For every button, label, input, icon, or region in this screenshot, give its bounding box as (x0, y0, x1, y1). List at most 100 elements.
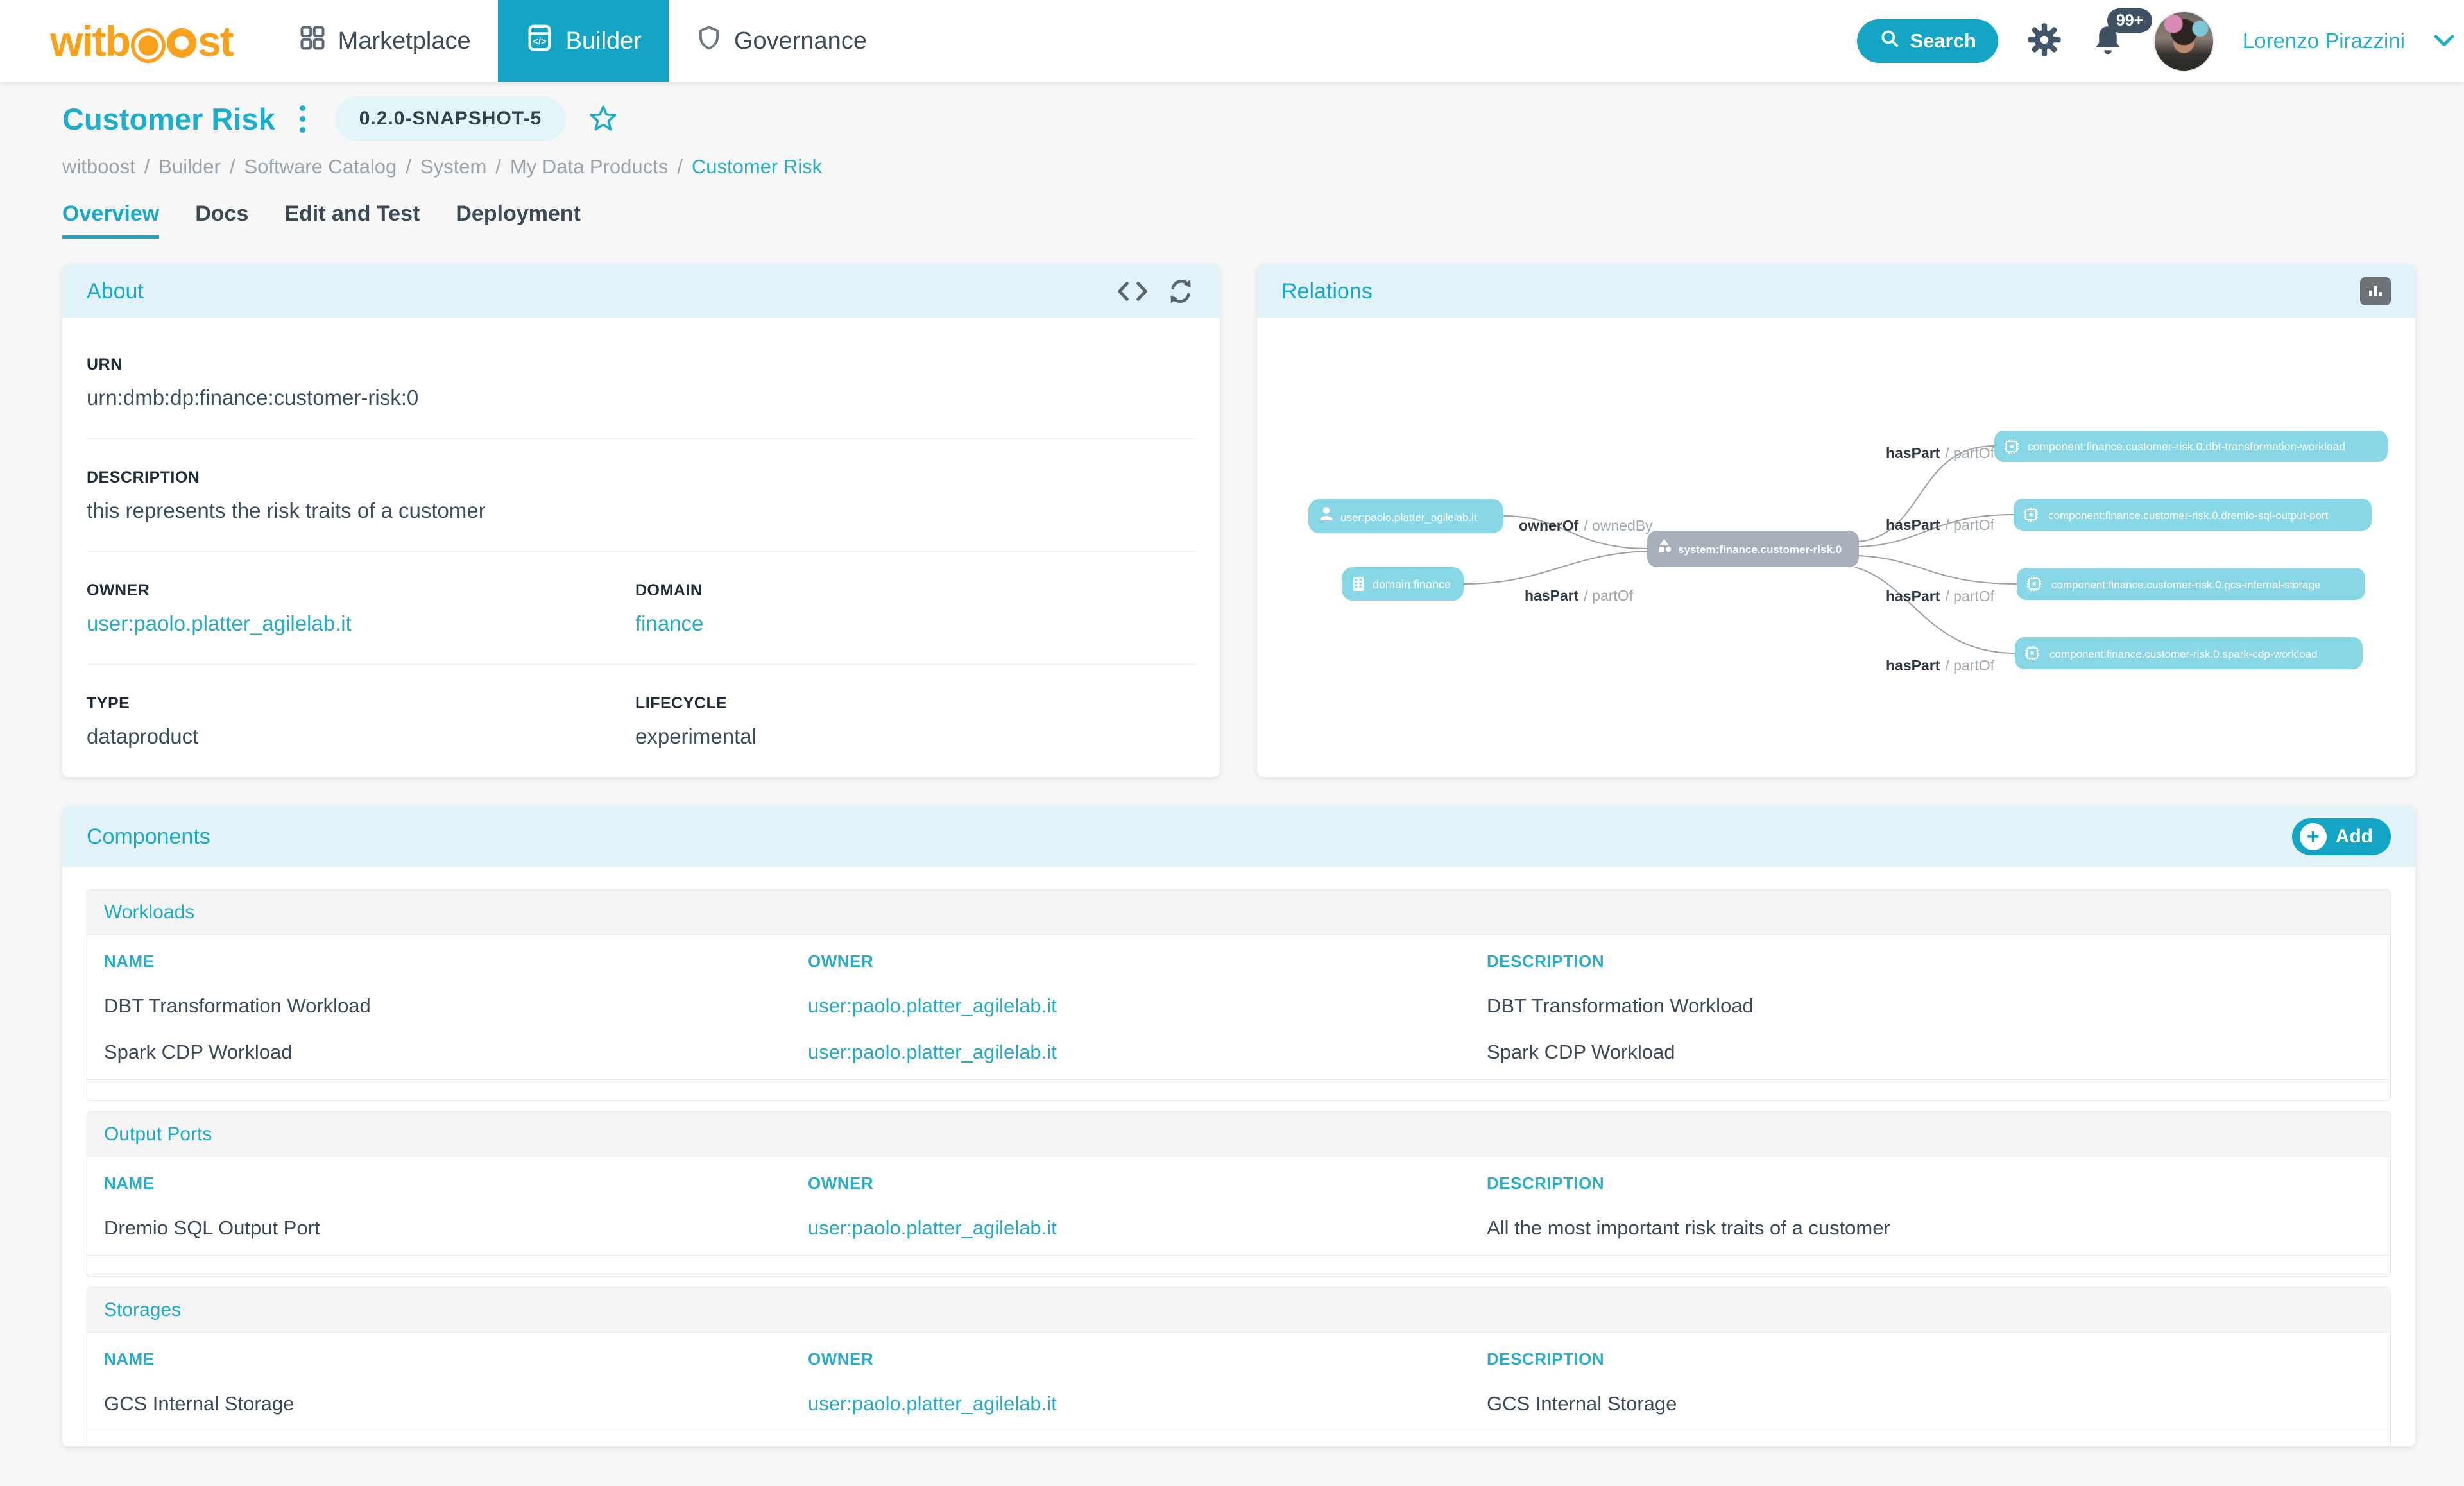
lifecycle-field: LIFECYCLE experimental (635, 694, 1195, 749)
owner-domain-row: OWNER user:paolo.platter_agilelab.it DOM… (87, 552, 1195, 665)
owner-link[interactable]: user:paolo.platter_agilelab.it (87, 611, 352, 635)
table-row[interactable]: DBT Transformation Workload user:paolo.p… (87, 983, 2390, 1029)
edge-label: hasPart / partOf (1525, 587, 1634, 604)
output-ports-group-header: Output Ports (87, 1112, 2390, 1157)
edge-system-gcs (1858, 555, 2017, 585)
description-label: DESCRIPTION (87, 468, 200, 486)
graph-node-gcs-storage[interactable]: component:finance.customer-risk.0.gcs-in… (2017, 568, 2365, 600)
nav-item-label: Builder (565, 27, 642, 55)
tab-deployment[interactable]: Deployment (456, 201, 581, 226)
type-lifecycle-row: TYPE dataproduct LIFECYCLE experimental (87, 665, 1195, 777)
components-header: Components + Add (62, 806, 2415, 867)
bar-chart-icon (2366, 282, 2385, 301)
navbar-right: Search (1857, 8, 2464, 72)
user-icon (1320, 507, 1333, 520)
component-owner-link[interactable]: user:paolo.platter_agilelab.it (808, 1041, 1057, 1063)
output-ports-group: Output Ports NAME OWNER DESCRIPTION Drem… (87, 1111, 2391, 1277)
edge-system-dremio (1858, 514, 2014, 547)
lifecycle-label: LIFECYCLE (635, 694, 728, 712)
search-label: Search (1910, 30, 1976, 52)
component-name: Spark CDP Workload (104, 1041, 293, 1063)
breadcrumb-item[interactable]: My Data Products (509, 155, 669, 178)
svg-text:domain:finance: domain:finance (1373, 578, 1451, 591)
column-header-owner: OWNER (808, 1174, 874, 1193)
graph-node-spark-workload[interactable]: component:finance.customer-risk.0.spark-… (2015, 637, 2363, 669)
nav-item-marketplace[interactable]: Marketplace (271, 0, 498, 82)
user-avatar[interactable] (2153, 10, 2214, 72)
logo-o-icon (166, 28, 196, 58)
graph-options-button[interactable] (2360, 277, 2391, 305)
table-row[interactable]: Dremio SQL Output Port user:paolo.platte… (87, 1205, 2390, 1251)
edge-system-dbt (1858, 445, 1995, 542)
edge-domain-system (1463, 551, 1648, 585)
owner-field: OWNER user:paolo.platter_agilelab.it (87, 581, 635, 636)
breadcrumb-item[interactable]: Builder (158, 155, 221, 178)
nav-item-builder[interactable]: </> Builder (497, 0, 669, 82)
workloads-group: Workloads NAME OWNER DESCRIPTION DBT Tra… (87, 889, 2391, 1101)
column-header-owner: OWNER (808, 952, 874, 971)
nav-item-label: Marketplace (338, 27, 471, 55)
component-owner-link[interactable]: user:paolo.platter_agilelab.it (808, 1392, 1057, 1415)
refresh-icon[interactable] (1166, 277, 1195, 306)
relations-card: Relations (1257, 264, 2415, 777)
add-component-button[interactable]: + Add (2291, 818, 2391, 855)
column-header-name: NAME (104, 952, 155, 971)
witboost-logo[interactable]: witb st (50, 17, 234, 65)
type-value: dataproduct (87, 724, 199, 748)
main-nav: Marketplace </> Builder Governance (271, 0, 894, 82)
component-owner-link[interactable]: user:paolo.platter_agilelab.it (808, 1217, 1057, 1239)
component-owner-link[interactable]: user:paolo.platter_agilelab.it (808, 995, 1057, 1017)
plus-icon: + (2299, 823, 2327, 850)
page-header: Customer Risk 0.2.0-SNAPSHOT-5 witboost … (62, 96, 2411, 239)
relations-graph: ownerOf / ownedBy hasPart / partOf hasPart… (1257, 318, 2415, 777)
relations-card-header: Relations (1257, 264, 2415, 318)
column-header-description: DESCRIPTION (1487, 952, 1605, 971)
components-title: Components (87, 824, 210, 849)
column-header-description: DESCRIPTION (1487, 1174, 1605, 1193)
tab-overview[interactable]: Overview (62, 201, 160, 239)
svg-text:component:finance.customer-ris: component:finance.customer-risk.0.dbt-tr… (2028, 440, 2345, 453)
favorite-star-button[interactable] (588, 103, 619, 134)
breadcrumb-separator: / (229, 155, 235, 178)
breadcrumb-item[interactable]: witboost (62, 155, 135, 178)
edge-system-spark (1854, 567, 2015, 654)
logo-text-prefix: witb (50, 17, 131, 65)
search-button[interactable]: Search (1857, 19, 1998, 63)
edge-user-system (1503, 515, 1648, 549)
description-value: this represents the risk traits of a cus… (87, 499, 486, 522)
more-options-button[interactable] (293, 101, 312, 137)
edge-label: hasPart / partOf (1886, 517, 1995, 533)
table-row[interactable]: GCS Internal Storage user:paolo.platter_… (87, 1381, 2390, 1427)
notifications-button[interactable]: 99+ (2091, 8, 2153, 60)
settings-button[interactable] (2026, 22, 2062, 61)
user-menu-name[interactable]: Lorenzo Pirazzini (2242, 29, 2405, 53)
edge-label: ownerOf / ownedBy (1519, 517, 1653, 534)
graph-node-dremio-output-port[interactable]: component:finance.customer-risk.0.dremio… (2014, 499, 2372, 531)
chevron-down-icon[interactable] (2433, 35, 2455, 47)
graph-node-system[interactable]: system:finance.customer-risk.0 (1647, 531, 1859, 567)
breadcrumb-item[interactable]: System (420, 155, 487, 178)
edge-label: hasPart / partOf (1886, 445, 1995, 461)
page-title: Customer Risk (62, 101, 275, 136)
search-icon (1879, 28, 1901, 55)
type-field: TYPE dataproduct (87, 694, 635, 749)
code-view-icon[interactable] (1116, 280, 1149, 303)
svg-text:</>: </> (533, 37, 546, 47)
graph-node-dbt-workload[interactable]: component:finance.customer-risk.0.dbt-tr… (1994, 431, 2388, 462)
domain-label: DOMAIN (635, 581, 703, 599)
urn-field: URN urn:dmb:dp:finance:customer-risk:0 (87, 318, 1195, 439)
domain-link[interactable]: finance (635, 611, 704, 635)
title-row: Customer Risk 0.2.0-SNAPSHOT-5 (62, 96, 2411, 141)
breadcrumb-item[interactable]: Software Catalog (244, 155, 397, 178)
nav-item-governance[interactable]: Governance (669, 0, 894, 82)
description-field: DESCRIPTION this represents the risk tra… (87, 439, 1195, 552)
graph-node-user[interactable]: user:paolo.platter_agilelab.it (1308, 499, 1503, 533)
graph-node-domain[interactable]: domain:finance (1342, 567, 1464, 601)
tab-edit-and-test[interactable]: Edit and Test (284, 201, 420, 226)
table-row[interactable]: Spark CDP Workload user:paolo.platter_ag… (87, 1029, 2390, 1075)
tab-docs[interactable]: Docs (195, 201, 249, 226)
storages-group: Storages NAME OWNER DESCRIPTION GCS Inte… (87, 1287, 2391, 1446)
grid-icon (298, 24, 327, 58)
edge-label: hasPart / partOf (1886, 657, 1995, 674)
